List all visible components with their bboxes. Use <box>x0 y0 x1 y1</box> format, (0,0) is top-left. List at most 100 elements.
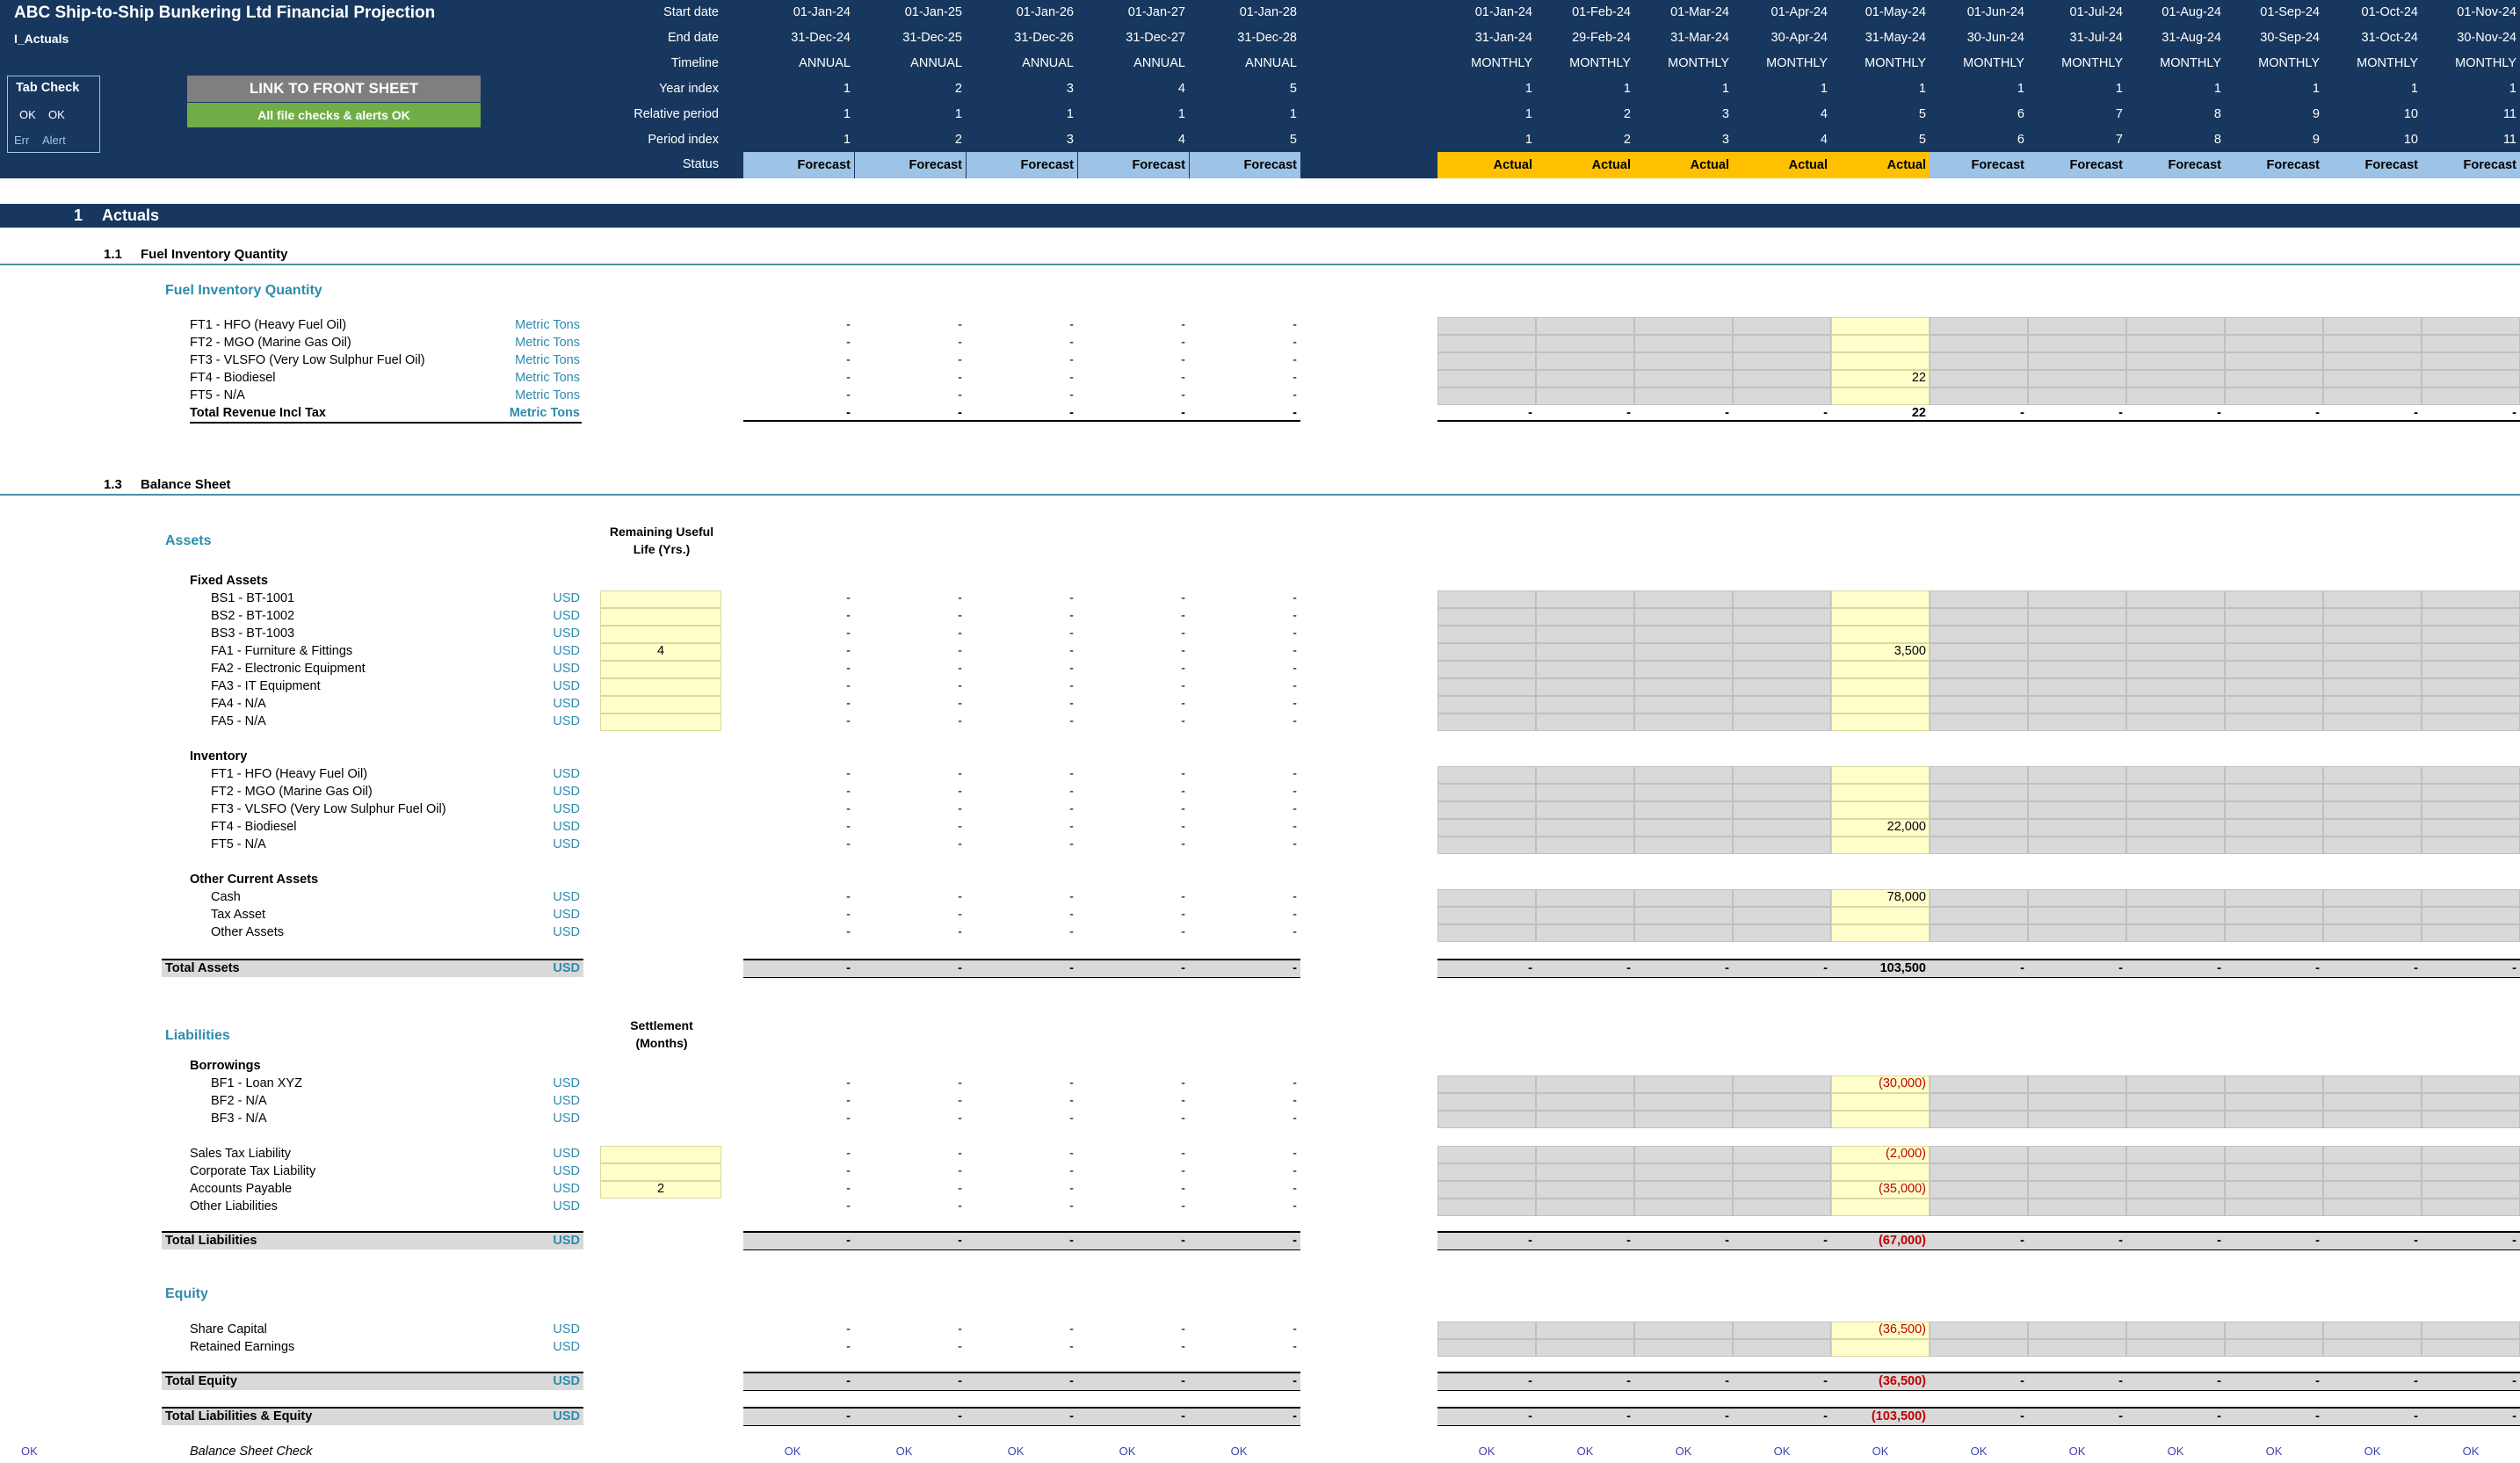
actual-input-cell[interactable] <box>1831 370 1930 387</box>
actual-cell <box>1634 370 1733 387</box>
actual-cell <box>2225 713 2323 731</box>
useful-life-input[interactable] <box>600 678 721 696</box>
unit-label: USD <box>553 908 580 922</box>
annual-value: - <box>958 1199 962 1213</box>
useful-life-input[interactable] <box>600 643 721 661</box>
unit-label: USD <box>553 1147 580 1161</box>
annual-value: - <box>1181 371 1185 385</box>
actual-input-cell[interactable] <box>1831 889 1930 907</box>
annual-header-end: 31-Dec-28 <box>1237 31 1297 45</box>
actual-input-cell[interactable] <box>1831 590 1930 608</box>
actual-input-cell[interactable] <box>1831 1093 1930 1111</box>
annual-value: - <box>1293 961 1297 975</box>
total-bottom-border <box>1437 1249 2520 1250</box>
row-label: FA4 - N/A <box>211 697 266 711</box>
actual-cell <box>1930 801 2028 819</box>
actual-input-cell[interactable] <box>1831 924 1930 942</box>
actual-input-cell[interactable] <box>1831 387 1930 405</box>
actual-input-cell[interactable] <box>1831 696 1930 713</box>
actual-cell <box>1437 696 1536 713</box>
actual-cell <box>2225 352 2323 370</box>
actual-input-cell[interactable] <box>1831 608 1930 626</box>
actual-input-cell[interactable] <box>1831 1199 1930 1216</box>
actual-cell <box>2028 1111 2126 1128</box>
actual-input-cell[interactable] <box>1831 626 1930 643</box>
actual-input-cell[interactable] <box>1831 317 1930 335</box>
actual-cell <box>2126 661 2225 678</box>
actual-cell <box>2126 1076 2225 1093</box>
actual-cell <box>1634 1076 1733 1093</box>
link-front-sheet-button[interactable]: LINK TO FRONT SHEET <box>187 76 481 102</box>
actual-input-cell[interactable] <box>1831 766 1930 784</box>
actual-cell <box>2126 1093 2225 1111</box>
monthly-total-value: - <box>2414 961 2418 975</box>
actual-cell <box>1733 766 1831 784</box>
actual-cell <box>1536 608 1634 626</box>
actual-cell <box>1930 626 2028 643</box>
actual-cell <box>1733 626 1831 643</box>
actual-input-cell[interactable] <box>1831 713 1930 731</box>
annual-value: - <box>1293 644 1297 658</box>
useful-life-input[interactable] <box>600 661 721 678</box>
month-header-idx: 10 <box>2403 133 2418 147</box>
actual-cell <box>1536 661 1634 678</box>
actual-cell <box>2028 1146 2126 1163</box>
unit-label: USD <box>553 961 580 975</box>
actual-cell <box>1733 1163 1831 1181</box>
actual-cell <box>2028 335 2126 352</box>
monthly-total-value: - <box>2217 1409 2221 1423</box>
actual-input-cell[interactable] <box>1831 819 1930 837</box>
month-header-start: 01-Jul-24 <box>2069 5 2123 19</box>
actual-cell <box>2225 608 2323 626</box>
useful-life-input[interactable] <box>600 696 721 713</box>
settlement-input[interactable] <box>600 1181 721 1199</box>
useful-life-input[interactable] <box>600 626 721 643</box>
actual-input-cell[interactable] <box>1831 352 1930 370</box>
actual-cell <box>1437 1322 1536 1339</box>
actual-input-cell[interactable] <box>1831 907 1930 924</box>
settlement-input[interactable] <box>600 1163 721 1181</box>
monthly-total-value: - <box>2512 406 2516 420</box>
useful-life-input[interactable] <box>600 608 721 626</box>
actual-input-cell[interactable] <box>1831 1111 1930 1128</box>
actual-cell <box>1634 889 1733 907</box>
useful-life-input[interactable] <box>600 713 721 731</box>
month-header-end: 30-Nov-24 <box>2457 31 2516 45</box>
month-header-rel: 11 <box>2502 107 2516 121</box>
actual-input-cell[interactable] <box>1831 837 1930 854</box>
actual-input-cell[interactable] <box>1831 678 1930 696</box>
annual-value: - <box>1293 353 1297 367</box>
useful-life-input[interactable] <box>600 590 721 608</box>
subsection-number: 1.3 <box>104 477 122 492</box>
annual-value: - <box>1181 1340 1185 1354</box>
actual-cell <box>2323 907 2422 924</box>
status-forecast: Forecast <box>1078 152 1189 178</box>
actual-value: 22 <box>1911 371 1926 385</box>
actual-input-cell[interactable] <box>1831 1181 1930 1199</box>
actual-cell <box>1437 608 1536 626</box>
annual-header-end: 31-Dec-26 <box>1014 31 1074 45</box>
annual-header-timeline: ANNUAL <box>910 56 962 70</box>
actual-input-cell[interactable] <box>1831 801 1930 819</box>
actual-cell <box>1733 387 1831 405</box>
actual-input-cell[interactable] <box>1831 1146 1930 1163</box>
actual-input-cell[interactable] <box>1831 1322 1930 1339</box>
actual-input-cell[interactable] <box>1831 643 1930 661</box>
actual-input-cell[interactable] <box>1831 1163 1930 1181</box>
actual-input-cell[interactable] <box>1831 661 1930 678</box>
actual-input-cell[interactable] <box>1831 1076 1930 1093</box>
settlement-input[interactable] <box>600 1146 721 1163</box>
actual-cell <box>1437 713 1536 731</box>
column-header: Settlement <box>630 1018 693 1032</box>
annual-value: - <box>1069 591 1074 605</box>
actual-cell <box>2225 766 2323 784</box>
unit-label: USD <box>553 890 580 904</box>
actual-input-cell[interactable] <box>1831 1339 1930 1357</box>
actual-input-cell[interactable] <box>1831 335 1930 352</box>
actual-input-cell[interactable] <box>1831 784 1930 801</box>
actual-cell <box>1536 1181 1634 1199</box>
monthly-total-value: - <box>2118 1374 2123 1388</box>
annual-value: - <box>1181 837 1185 851</box>
actual-cell <box>2126 696 2225 713</box>
annual-value: - <box>846 371 851 385</box>
